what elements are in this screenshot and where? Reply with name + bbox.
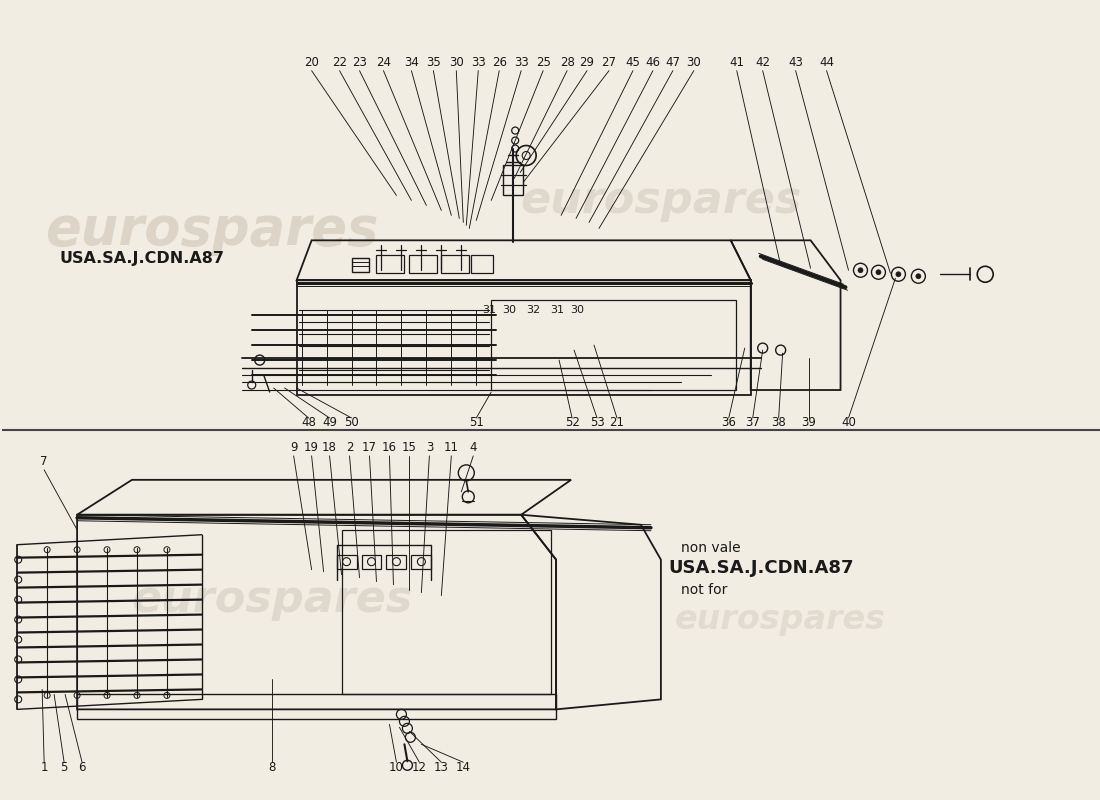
Text: 34: 34 — [404, 56, 419, 69]
Text: eurospares: eurospares — [45, 204, 378, 256]
Text: 30: 30 — [449, 56, 464, 69]
Text: 31: 31 — [482, 305, 496, 315]
Text: 53: 53 — [590, 417, 604, 430]
Text: not for: not for — [681, 582, 727, 597]
Text: 29: 29 — [580, 56, 594, 69]
Text: 24: 24 — [376, 56, 390, 69]
Bar — [362, 554, 382, 569]
Text: 27: 27 — [602, 56, 616, 69]
Text: 45: 45 — [626, 56, 640, 69]
Text: 26: 26 — [492, 56, 507, 69]
Text: 22: 22 — [332, 56, 346, 69]
Text: 44: 44 — [820, 56, 834, 69]
Text: 7: 7 — [41, 455, 48, 468]
Text: 52: 52 — [564, 417, 580, 430]
Text: 1: 1 — [41, 761, 48, 774]
Text: USA.SA.J.CDN.A87: USA.SA.J.CDN.A87 — [59, 250, 224, 266]
Text: 30: 30 — [503, 305, 516, 315]
Text: 23: 23 — [352, 56, 367, 69]
Text: 36: 36 — [722, 417, 736, 430]
Text: 10: 10 — [389, 761, 404, 774]
Bar — [503, 166, 524, 195]
Text: eurospares: eurospares — [131, 578, 412, 621]
Text: 4: 4 — [470, 442, 477, 454]
Bar — [471, 255, 493, 274]
Text: 30: 30 — [686, 56, 701, 69]
Bar — [341, 530, 551, 694]
Text: 5: 5 — [60, 761, 68, 774]
Text: USA.SA.J.CDN.A87: USA.SA.J.CDN.A87 — [668, 558, 854, 577]
Text: 43: 43 — [789, 56, 803, 69]
Circle shape — [916, 274, 921, 278]
Text: 19: 19 — [304, 442, 319, 454]
Text: 42: 42 — [756, 56, 770, 69]
Text: 49: 49 — [322, 417, 337, 430]
Text: 20: 20 — [305, 56, 319, 69]
Text: eurospares: eurospares — [675, 603, 887, 636]
Text: 15: 15 — [402, 442, 417, 454]
Circle shape — [895, 272, 901, 277]
Text: 13: 13 — [433, 761, 449, 774]
Text: 3: 3 — [426, 442, 433, 454]
Bar — [411, 554, 431, 569]
Text: 28: 28 — [560, 56, 574, 69]
Text: 14: 14 — [455, 761, 471, 774]
Text: 40: 40 — [842, 417, 856, 430]
Text: 48: 48 — [301, 417, 316, 430]
Bar — [376, 255, 405, 274]
Circle shape — [858, 268, 864, 273]
Text: 11: 11 — [443, 442, 459, 454]
Text: 46: 46 — [646, 56, 660, 69]
Bar — [441, 255, 470, 274]
Text: 16: 16 — [382, 442, 397, 454]
Text: 2: 2 — [345, 442, 353, 454]
Text: 6: 6 — [78, 761, 86, 774]
Text: 51: 51 — [469, 417, 484, 430]
Text: 9: 9 — [290, 442, 297, 454]
Bar — [352, 258, 370, 272]
Text: 30: 30 — [570, 305, 584, 315]
Text: non vale: non vale — [681, 541, 740, 554]
Text: 37: 37 — [746, 417, 760, 430]
Text: 33: 33 — [514, 56, 529, 69]
Text: 35: 35 — [426, 56, 441, 69]
Bar — [409, 255, 438, 274]
Text: 12: 12 — [411, 761, 427, 774]
Text: 31: 31 — [550, 305, 564, 315]
Text: 18: 18 — [322, 442, 337, 454]
Text: 21: 21 — [609, 417, 625, 430]
Text: 33: 33 — [471, 56, 485, 69]
Text: 47: 47 — [666, 56, 681, 69]
Bar — [337, 554, 356, 569]
Text: 39: 39 — [801, 417, 816, 430]
Text: 50: 50 — [344, 417, 359, 430]
Text: 8: 8 — [268, 761, 275, 774]
Text: 17: 17 — [362, 442, 377, 454]
Text: 25: 25 — [536, 56, 551, 69]
Text: 32: 32 — [526, 305, 540, 315]
Text: 38: 38 — [771, 417, 786, 430]
Bar — [386, 554, 406, 569]
Circle shape — [876, 270, 881, 274]
Text: 41: 41 — [729, 56, 745, 69]
Text: eurospares: eurospares — [520, 179, 802, 222]
